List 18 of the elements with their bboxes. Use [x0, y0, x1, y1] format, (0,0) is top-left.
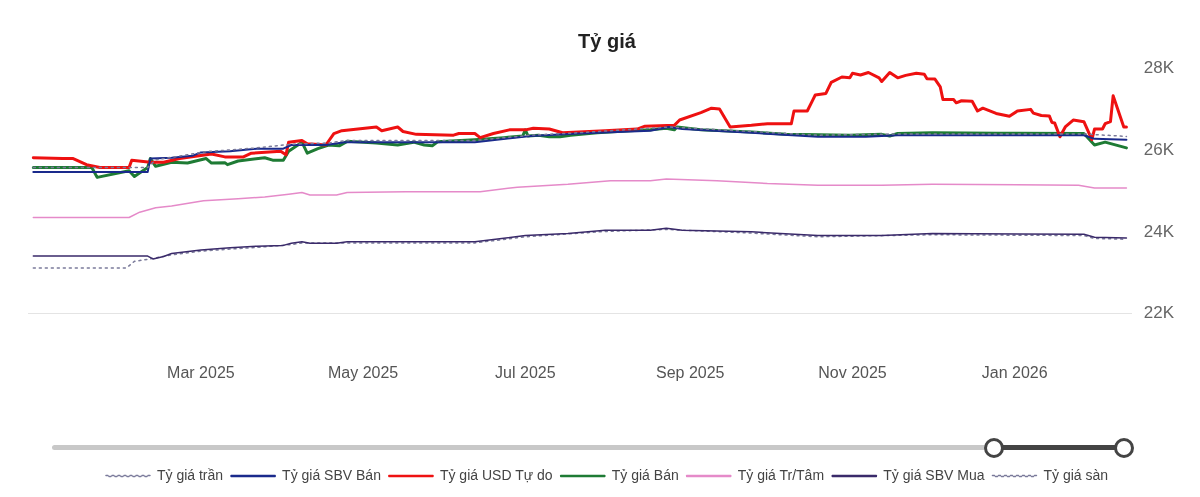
x-tick-label: Jul 2025 [495, 363, 556, 381]
legend-label: Tỷ giá Tr/Tâm [737, 466, 825, 483]
legend-label: Tỷ giá SBV Mua [883, 466, 985, 483]
legend-label: Tỷ giá trần [156, 466, 224, 483]
chart-title: Tỷ giá [578, 29, 637, 52]
legend-label: Tỷ giá Bán [611, 466, 679, 483]
legend-label: Tỷ giá SBV Bán [282, 466, 381, 483]
x-tick-label: May 2025 [327, 363, 399, 381]
y-tick-label: 28K [1143, 57, 1175, 77]
y-tick-label: 22K [1143, 303, 1175, 323]
legend-label: Tỷ giá sàn [1043, 466, 1109, 483]
y-tick-label: 24K [1143, 221, 1175, 241]
x-tick-label: Nov 2025 [818, 363, 887, 381]
y-tick-label: 26K [1143, 139, 1175, 159]
x-tick-label: Mar 2025 [167, 363, 235, 381]
x-tick-label: Sep 2025 [655, 363, 725, 381]
x-tick-label: Jan 2026 [981, 363, 1048, 381]
legend-label: Tỷ giá USD Tự do [439, 466, 553, 483]
